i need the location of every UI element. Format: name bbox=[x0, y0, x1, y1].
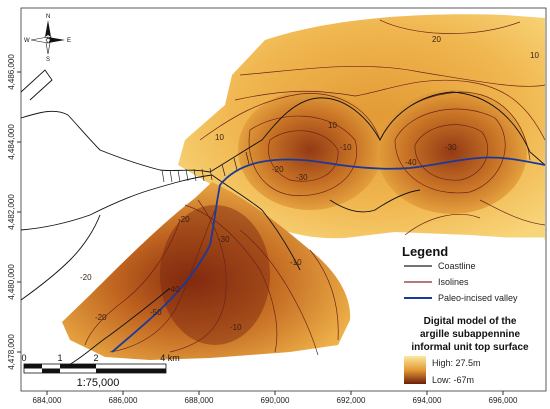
scale-label: 0 bbox=[21, 353, 26, 363]
x-tick-label: 694,000 bbox=[413, 396, 442, 405]
y-tick-label: 4,478,000 bbox=[7, 334, 16, 370]
seawall-hatch bbox=[161, 151, 250, 183]
scale-ratio: 1:75,000 bbox=[77, 377, 120, 389]
contour-label: -30 bbox=[218, 235, 230, 244]
legend-title: Legend bbox=[402, 244, 448, 259]
east-label: E bbox=[67, 38, 71, 44]
contour-label: 10 bbox=[328, 121, 337, 130]
contour-label: -10 bbox=[290, 258, 302, 267]
scale-label: 2 bbox=[93, 353, 98, 363]
north-arrow-icon: N S W E bbox=[24, 14, 71, 63]
contour-label: 20 bbox=[432, 35, 441, 44]
dem-legend-title-3: informal unit top surface bbox=[411, 342, 529, 353]
contour-label: -20 bbox=[80, 273, 92, 282]
contour-label: 10 bbox=[530, 51, 539, 60]
contour-label: -30 bbox=[296, 173, 308, 182]
contour-label: -40 bbox=[405, 158, 417, 167]
contour-label: 10 bbox=[215, 133, 224, 142]
contour-label: -20 bbox=[272, 165, 284, 174]
contour-label: -50 bbox=[150, 308, 162, 317]
paleo-incised-valley bbox=[111, 156, 546, 353]
contour-labels: 20 10 10 -10 -20 -30 -40 -20 -30 -20 -40… bbox=[80, 35, 539, 332]
dem-colorbar bbox=[404, 356, 426, 384]
legend-item-coastline: Coastline bbox=[438, 261, 476, 271]
legend: Legend Coastline Isolines Paleo-incised … bbox=[391, 237, 545, 387]
contour-label: -20 bbox=[178, 215, 190, 224]
scale-bar: 0 1 2 4 km 1:75,000 bbox=[21, 353, 179, 389]
dem-legend-title-1: Digital model of the bbox=[424, 316, 517, 327]
x-tick-label: 690,000 bbox=[261, 396, 290, 405]
dem-high-label: High: 27.5m bbox=[432, 358, 481, 368]
north-label: N bbox=[46, 14, 50, 20]
contour-label: -40 bbox=[168, 285, 180, 294]
x-tick-label: 692,000 bbox=[337, 396, 366, 405]
dem-legend-title-2: argille subappennine bbox=[420, 329, 520, 340]
legend-item-valley: Paleo-incised valley bbox=[438, 293, 518, 303]
contour-label: -10 bbox=[230, 323, 242, 332]
dem-lobe-west bbox=[238, 90, 382, 210]
dem-surface-south bbox=[62, 182, 351, 360]
x-tick-label: 688,000 bbox=[185, 396, 214, 405]
scale-label: 4 km bbox=[160, 353, 180, 363]
scale-label: 1 bbox=[57, 353, 62, 363]
x-axis: 684,000 686,000 688,000 690,000 692,000 … bbox=[33, 391, 518, 405]
dem-low-label: Low: -67m bbox=[432, 375, 474, 385]
y-tick-label: 4,480,000 bbox=[7, 264, 16, 300]
contour-label: -10 bbox=[340, 143, 352, 152]
y-tick-label: 4,482,000 bbox=[7, 194, 16, 230]
x-tick-label: 684,000 bbox=[33, 396, 62, 405]
y-axis: 4,486,000 4,484,000 4,482,000 4,480,000 … bbox=[7, 54, 21, 370]
coastline bbox=[20, 69, 546, 371]
south-label: S bbox=[46, 57, 50, 63]
y-tick-label: 4,484,000 bbox=[7, 124, 16, 160]
west-label: W bbox=[24, 38, 30, 44]
x-tick-label: 686,000 bbox=[109, 396, 138, 405]
dem-valley-core bbox=[160, 205, 270, 345]
y-tick-label: 4,486,000 bbox=[7, 54, 16, 90]
contour-label: -30 bbox=[445, 143, 457, 152]
legend-item-isolines: Isolines bbox=[438, 277, 469, 287]
contour-label: -20 bbox=[95, 313, 107, 322]
dem-lobe-east bbox=[377, 90, 527, 214]
x-tick-label: 696,000 bbox=[489, 396, 518, 405]
